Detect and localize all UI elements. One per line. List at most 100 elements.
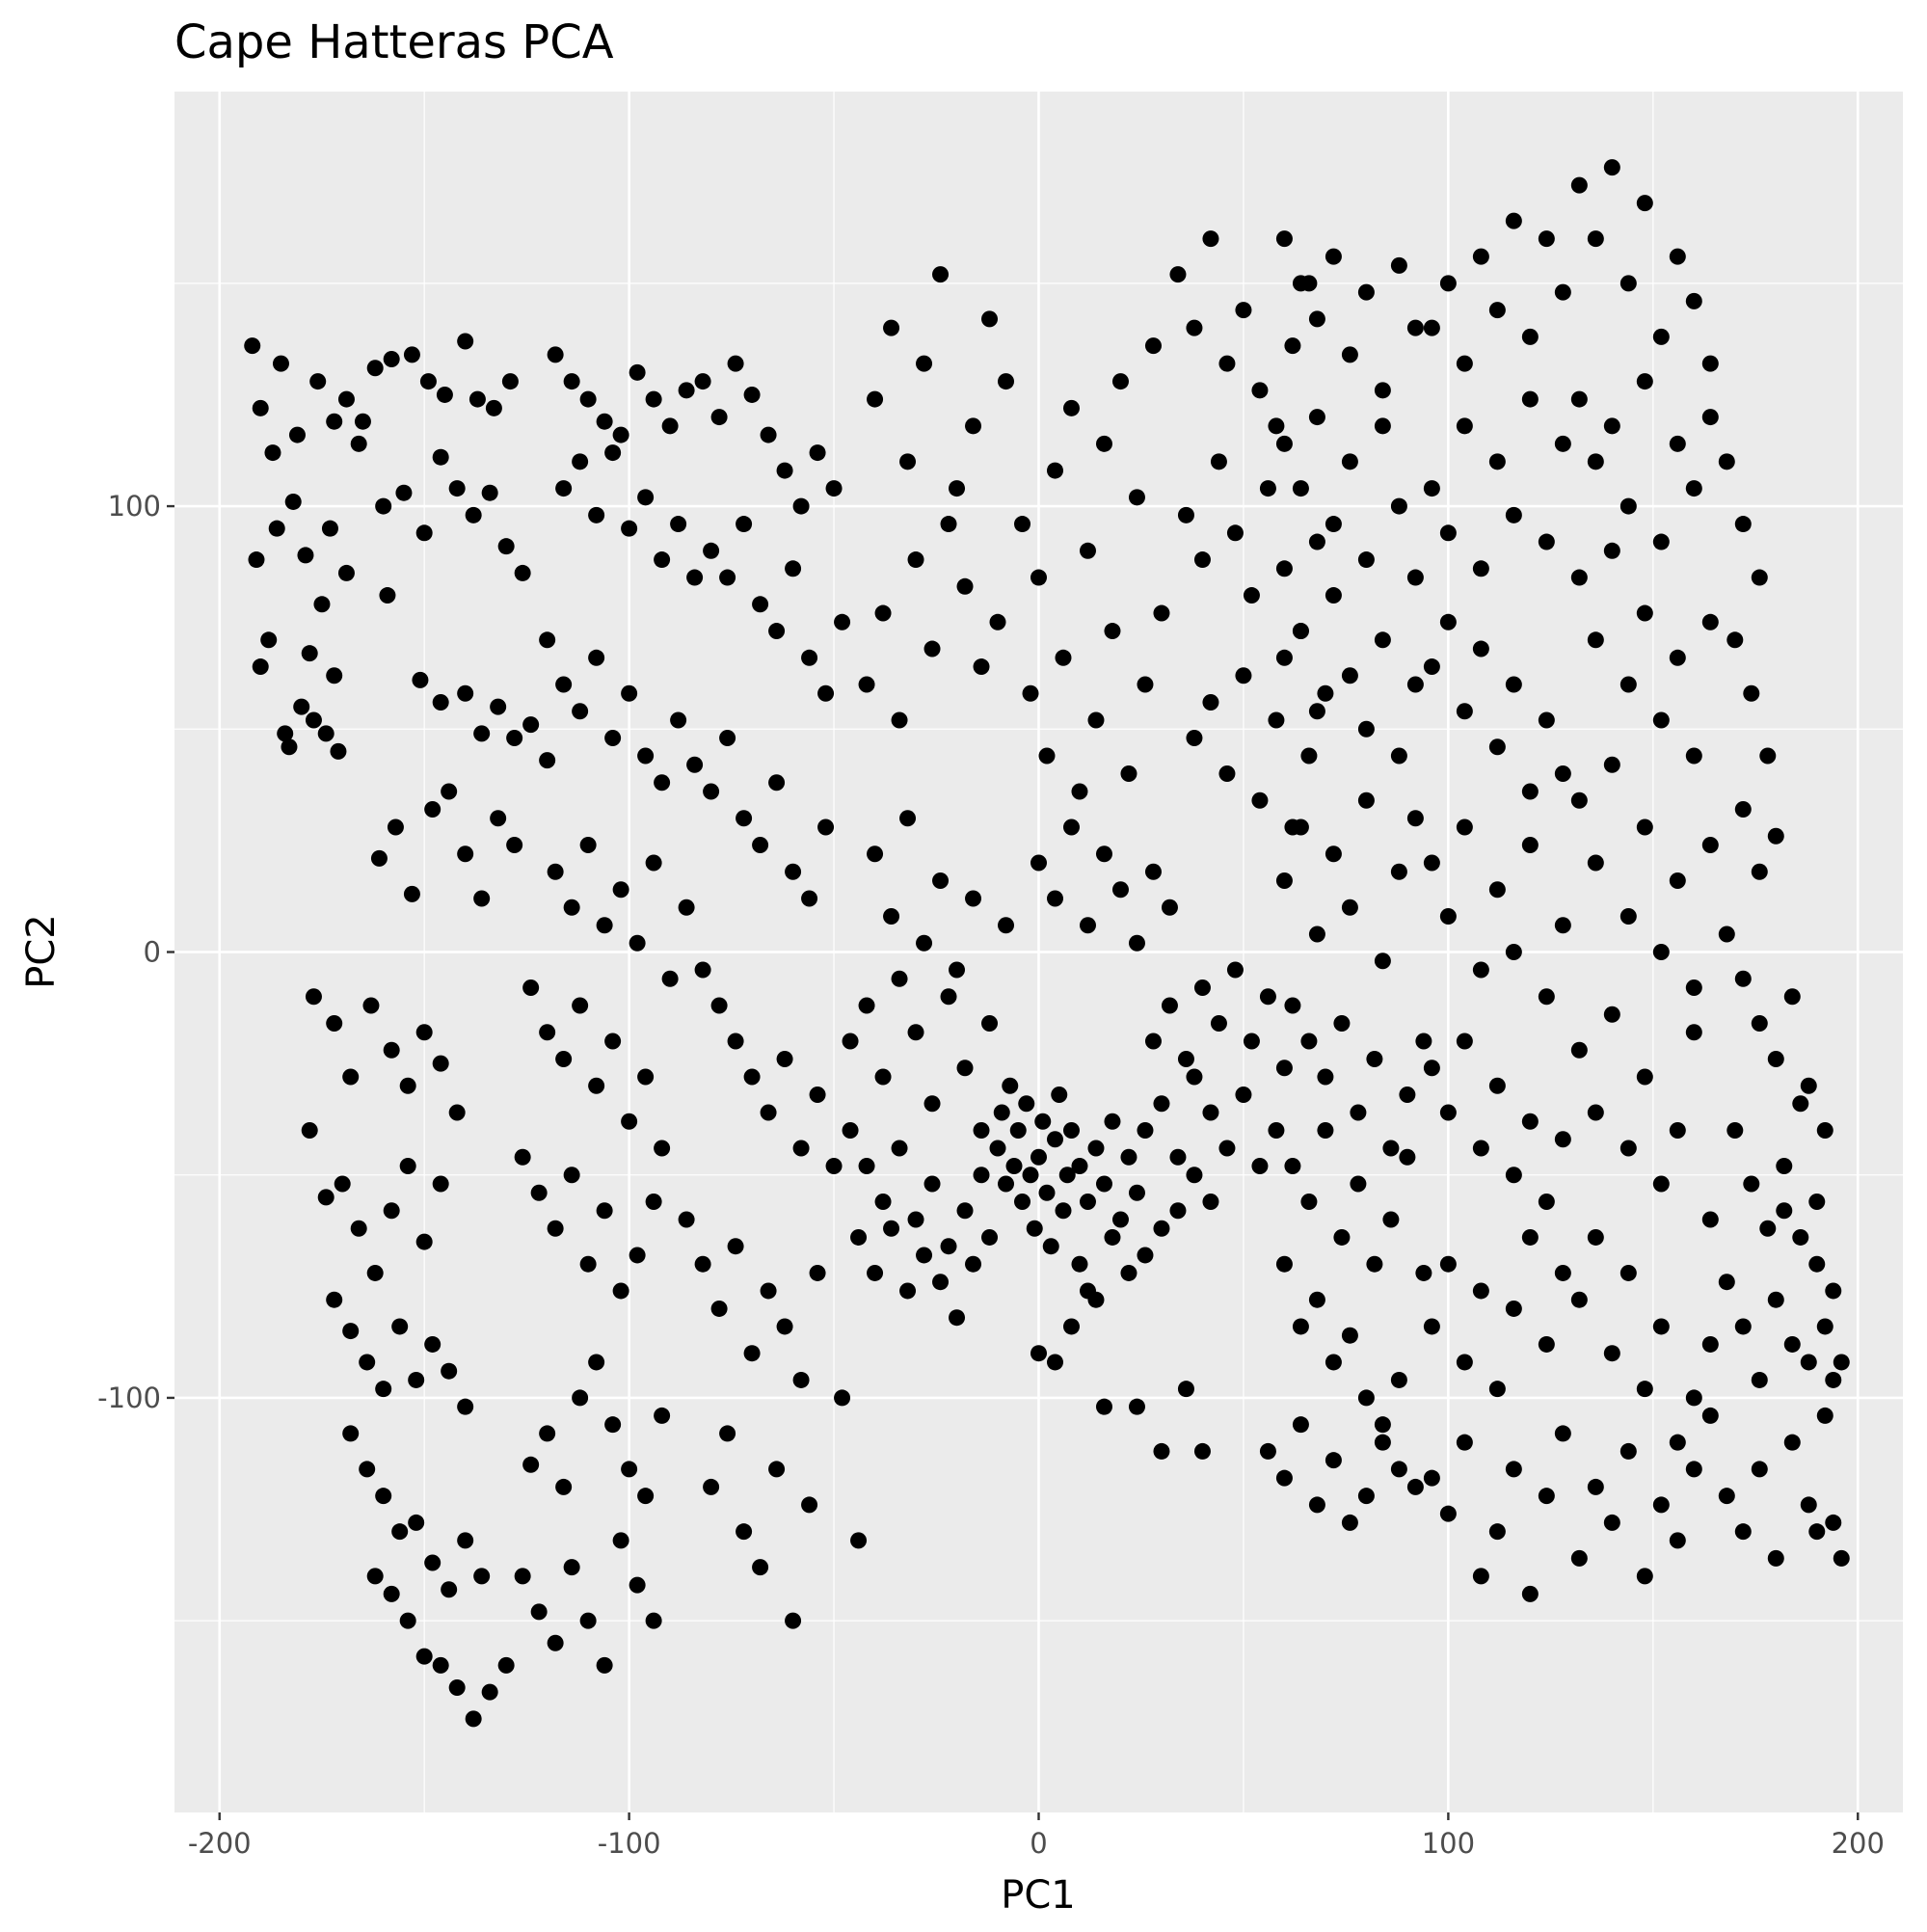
data-point <box>350 435 367 452</box>
data-point <box>654 1407 671 1424</box>
data-point <box>1300 747 1318 765</box>
data-point <box>899 810 917 827</box>
data-point <box>956 577 974 595</box>
data-point <box>1423 854 1440 872</box>
data-point <box>547 346 564 363</box>
data-point <box>1325 248 1342 265</box>
major-gridlines <box>174 92 1903 1812</box>
y-tick-label: 100 <box>108 490 161 523</box>
data-point <box>366 1264 384 1281</box>
y-tick-label: -100 <box>97 1382 161 1414</box>
data-point <box>956 1202 974 1220</box>
data-point <box>1275 560 1293 577</box>
data-point <box>1619 908 1637 926</box>
data-point <box>736 1523 753 1541</box>
x-tick-label: -200 <box>188 1827 252 1860</box>
data-point <box>497 538 515 555</box>
x-tick-label: 200 <box>1832 1827 1885 1860</box>
data-point <box>1128 1398 1145 1415</box>
data-point <box>1259 1442 1276 1460</box>
data-point <box>1202 230 1219 248</box>
data-point <box>809 1086 826 1103</box>
data-point <box>596 1656 613 1674</box>
data-point <box>1816 1407 1833 1424</box>
data-point <box>883 908 900 926</box>
data-point <box>1014 1193 1031 1210</box>
data-point <box>1308 703 1325 720</box>
data-point <box>596 1202 613 1220</box>
data-point <box>785 1612 802 1629</box>
data-point <box>366 360 384 377</box>
data-point <box>281 738 298 756</box>
data-point <box>1341 1327 1358 1344</box>
data-point <box>1062 1121 1080 1139</box>
data-point <box>326 667 343 684</box>
data-point <box>743 1068 761 1086</box>
data-point <box>1079 1282 1096 1300</box>
data-point <box>317 1189 335 1206</box>
data-point <box>424 1554 442 1571</box>
data-point <box>850 1532 868 1549</box>
data-point <box>694 1255 711 1273</box>
data-point <box>1505 1300 1522 1317</box>
data-point <box>313 596 331 613</box>
data-point <box>572 997 589 1014</box>
data-point <box>1275 872 1293 890</box>
data-point <box>670 711 687 729</box>
data-point <box>1275 1060 1293 1077</box>
data-point <box>1292 480 1309 497</box>
data-point <box>1538 533 1555 550</box>
data-point <box>424 801 442 818</box>
data-point <box>1825 1514 1842 1531</box>
data-point <box>1570 1291 1588 1308</box>
data-point <box>1292 1318 1309 1335</box>
data-point <box>1317 684 1334 702</box>
data-point <box>448 480 466 497</box>
data-point <box>1030 569 1047 586</box>
data-point <box>1701 409 1719 426</box>
data-point <box>539 1425 556 1442</box>
data-point <box>547 1220 564 1237</box>
data-point <box>703 1478 720 1495</box>
data-point <box>1095 1398 1112 1415</box>
data-point <box>710 997 728 1014</box>
data-point <box>1030 1345 1047 1362</box>
data-point <box>1406 569 1424 586</box>
data-point <box>661 970 679 987</box>
data-point <box>260 631 278 649</box>
data-point <box>923 1175 941 1193</box>
data-point <box>1554 765 1571 783</box>
data-point <box>1390 1371 1407 1388</box>
data-point <box>1079 1193 1096 1210</box>
data-point <box>1399 1148 1416 1166</box>
data-point <box>465 1710 482 1728</box>
data-point <box>441 783 458 800</box>
data-point <box>1734 970 1752 987</box>
data-point <box>1202 1193 1219 1210</box>
data-point <box>375 1381 392 1398</box>
data-point <box>670 516 687 533</box>
data-point <box>1095 435 1112 452</box>
data-point <box>1046 462 1063 479</box>
data-point <box>1038 1184 1056 1201</box>
data-point <box>1202 694 1219 711</box>
data-point <box>1636 604 1653 622</box>
data-point <box>612 881 629 899</box>
data-point <box>539 752 556 769</box>
data-point <box>337 390 355 408</box>
data-point <box>473 890 491 907</box>
data-point <box>1554 1264 1571 1281</box>
data-point <box>563 1167 580 1184</box>
data-point <box>981 1228 999 1246</box>
data-point <box>485 399 502 416</box>
data-point <box>1284 997 1301 1014</box>
data-point <box>1825 1282 1842 1300</box>
data-point <box>490 810 507 827</box>
data-point <box>1071 1255 1088 1273</box>
data-point <box>1570 390 1588 408</box>
data-point <box>1275 435 1293 452</box>
data-point <box>1800 1496 1817 1514</box>
data-point <box>1619 275 1637 292</box>
data-point <box>1374 631 1391 649</box>
